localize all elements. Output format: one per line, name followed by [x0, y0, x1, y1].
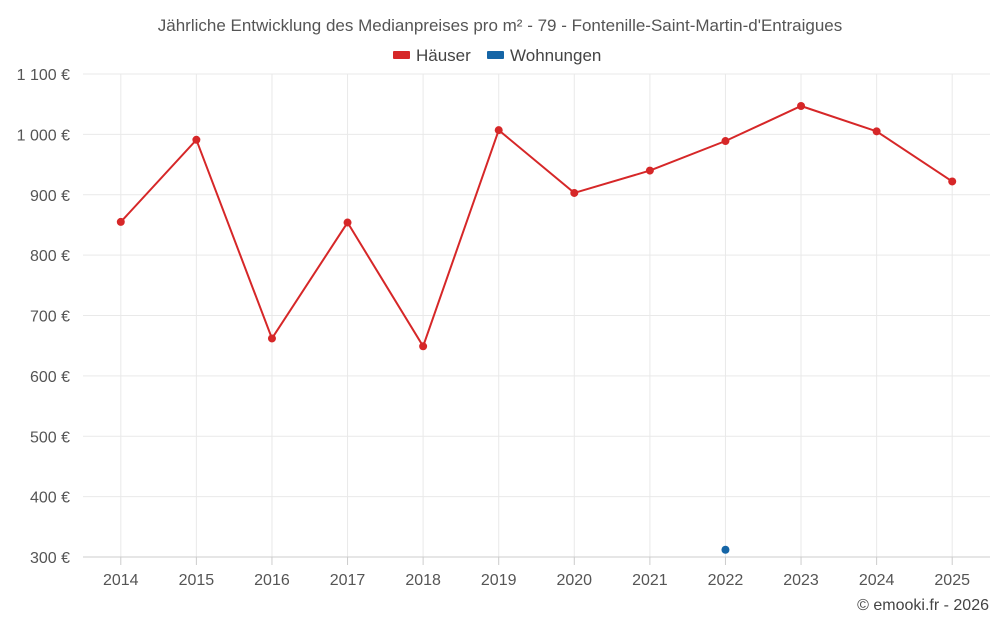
data-point-haeuser[interactable] — [948, 177, 957, 186]
legend-swatch-haeuser — [393, 51, 410, 59]
x-tick-label: 2020 — [556, 572, 592, 589]
grid — [83, 73, 990, 558]
y-tick-label: 800 € — [30, 248, 70, 265]
data-point-wohnungen[interactable] — [721, 545, 730, 554]
data-point-haeuser[interactable] — [343, 218, 352, 227]
credit-text: © emooki.fr - 2026 — [857, 597, 989, 614]
x-tick-label: 2024 — [859, 572, 895, 589]
y-tick-label: 300 € — [30, 550, 70, 567]
legend-label-haeuser: Häuser — [416, 46, 471, 65]
x-tick-label: 2015 — [179, 572, 215, 589]
data-point-haeuser[interactable] — [192, 135, 201, 144]
y-tick-label: 1 100 € — [17, 67, 70, 84]
legend: Häuser Wohnungen — [393, 46, 601, 65]
x-tick-label: 2025 — [934, 572, 970, 589]
y-axis: 300 € 400 € 500 € 600 € 700 € 800 € 900 € 1 000… — [17, 67, 70, 567]
x-tick-label: 2022 — [708, 572, 744, 589]
legend-label-wohnungen: Wohnungen — [510, 46, 601, 65]
x-tick-label: 2017 — [330, 572, 366, 589]
data-point-haeuser[interactable] — [570, 188, 579, 197]
legend-item-haeuser[interactable]: Häuser — [393, 46, 471, 65]
data-point-haeuser[interactable] — [797, 101, 806, 110]
y-tick-label: 600 € — [30, 369, 70, 386]
data-point-haeuser[interactable] — [872, 127, 881, 136]
legend-swatch-wohnungen — [487, 51, 504, 59]
data-point-haeuser[interactable] — [494, 126, 503, 135]
x-tick-label: 2016 — [254, 572, 290, 589]
data-point-haeuser[interactable] — [419, 342, 428, 351]
x-tick-label: 2018 — [405, 572, 441, 589]
data-point-haeuser[interactable] — [116, 217, 125, 226]
series — [116, 101, 957, 554]
x-tick-label: 2019 — [481, 572, 517, 589]
y-tick-label: 500 € — [30, 429, 70, 446]
y-tick-label: 1 000 € — [17, 127, 70, 144]
data-point-haeuser[interactable] — [721, 137, 730, 146]
x-axis: 2014 2015 2016 2017 2018 2019 2020 2021 2022 2023… — [83, 556, 990, 589]
data-point-haeuser[interactable] — [645, 166, 654, 175]
x-tick-label: 2023 — [783, 572, 819, 589]
x-tick-label: 2014 — [103, 572, 139, 589]
legend-item-wohnungen[interactable]: Wohnungen — [487, 46, 601, 65]
data-point-haeuser[interactable] — [267, 334, 276, 343]
chart-title: Jährliche Entwicklung des Medianpreises … — [158, 16, 843, 35]
y-tick-label: 400 € — [30, 490, 70, 507]
x-tick-label: 2021 — [632, 572, 668, 589]
y-tick-label: 700 € — [30, 309, 70, 326]
series-line-haeuser — [120, 104, 953, 349]
y-tick-label: 900 € — [30, 188, 70, 205]
